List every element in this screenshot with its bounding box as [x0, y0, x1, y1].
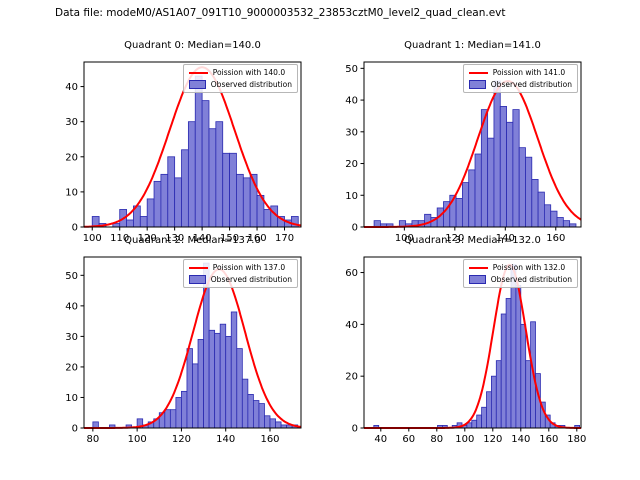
legend-label: Poission with 132.0: [492, 263, 566, 272]
svg-text:20: 20: [65, 362, 78, 373]
legend-entry-bars: Observed distribution: [188, 275, 292, 284]
subplot-title: Quadrant 0: Median=140.0: [124, 40, 261, 51]
plot-svg-3: 40 60 80 100 120 140 160 180 0 20 40 60: [345, 256, 586, 445]
legend-patch-sample: [468, 275, 486, 284]
legend-line-sample: [468, 71, 488, 74]
svg-text:10: 10: [345, 191, 358, 202]
svg-text:160: 160: [248, 233, 267, 244]
svg-text:150: 150: [220, 233, 239, 244]
legend-entry-curve: Poission with 137.0: [188, 263, 292, 272]
svg-text:80: 80: [430, 434, 443, 445]
legend: Poission with 141.0 Observed distributio…: [462, 64, 578, 93]
plot-svg-0: 100 110 120 130 140 150 160 170 0 10 20 30 40: [65, 61, 302, 244]
svg-text:170: 170: [275, 233, 294, 244]
legend-label: Observed distribution: [490, 275, 572, 284]
legend-label: Poission with 141.0: [492, 68, 566, 77]
legend-entry-bars: Observed distribution: [468, 80, 572, 89]
legend: Poission with 137.0 Observed distributio…: [182, 259, 298, 288]
svg-text:20: 20: [65, 152, 78, 163]
svg-text:0: 0: [72, 223, 78, 234]
legend-line-sample: [188, 266, 208, 269]
svg-text:40: 40: [345, 320, 358, 331]
legend-label: Poission with 140.0: [212, 68, 286, 77]
legend-line-sample: [468, 266, 488, 269]
subplot-quadrant-3: Quadrant 3: Median=132.0 40 60 80 100 120 140…: [319, 233, 591, 452]
svg-text:0: 0: [352, 223, 358, 234]
svg-text:80: 80: [86, 434, 99, 445]
legend-entry-bars: Observed distribution: [188, 80, 292, 89]
subplot-quadrant-1: Quadrant 1: Median=141.0 100 120 140 160 0 10…: [319, 38, 591, 251]
svg-text:50: 50: [65, 271, 78, 282]
legend-entry-curve: Poission with 132.0: [468, 263, 572, 272]
svg-text:160: 160: [260, 434, 279, 445]
svg-text:60: 60: [402, 434, 415, 445]
legend-entry-curve: Poission with 140.0: [188, 68, 292, 77]
svg-text:160: 160: [539, 434, 558, 445]
svg-text:120: 120: [445, 233, 464, 244]
legend-patch-sample: [188, 80, 206, 89]
svg-text:40: 40: [65, 82, 78, 93]
svg-text:60: 60: [345, 268, 358, 279]
svg-text:40: 40: [345, 96, 358, 107]
svg-text:120: 120: [483, 434, 502, 445]
svg-text:100: 100: [83, 233, 102, 244]
svg-text:120: 120: [172, 434, 191, 445]
legend: Poission with 140.0 Observed distributio…: [182, 64, 298, 93]
svg-text:10: 10: [65, 187, 78, 198]
svg-text:20: 20: [345, 372, 358, 383]
svg-text:140: 140: [216, 434, 235, 445]
legend-label: Poission with 137.0: [212, 263, 286, 272]
svg-text:100: 100: [395, 233, 414, 244]
plot-svg-1: 100 120 140 160 0 10 20 30 40 50: [345, 61, 582, 244]
subplot-title: Quadrant 3: Median=132.0: [404, 235, 541, 246]
svg-text:30: 30: [345, 127, 358, 138]
subplot-quadrant-2: Quadrant 2: Median=137.0 80 100 120 140 160 0…: [39, 233, 311, 452]
legend-label: Observed distribution: [210, 275, 292, 284]
legend-patch-sample: [188, 275, 206, 284]
svg-text:40: 40: [65, 301, 78, 312]
svg-text:40: 40: [374, 434, 387, 445]
legend-label: Observed distribution: [490, 80, 572, 89]
legend-label: Observed distribution: [210, 80, 292, 89]
svg-text:140: 140: [496, 233, 515, 244]
svg-text:120: 120: [138, 233, 157, 244]
svg-text:10: 10: [65, 393, 78, 404]
svg-text:30: 30: [65, 332, 78, 343]
legend-patch-sample: [468, 80, 486, 89]
svg-text:30: 30: [65, 117, 78, 128]
svg-text:50: 50: [345, 64, 358, 75]
legend-line-sample: [188, 71, 208, 74]
svg-text:130: 130: [165, 233, 184, 244]
svg-text:180: 180: [567, 434, 586, 445]
plot-svg-2: 80 100 120 140 160 0 10 20 30 40 50: [65, 256, 302, 445]
svg-text:100: 100: [128, 434, 147, 445]
svg-text:160: 160: [546, 233, 565, 244]
svg-text:0: 0: [72, 424, 78, 435]
subplot-title: Quadrant 1: Median=141.0: [404, 40, 541, 51]
legend: Poission with 132.0 Observed distributio…: [462, 259, 578, 288]
subplot-quadrant-0: Quadrant 0: Median=140.0 100 110 120 130 140…: [39, 38, 311, 251]
svg-text:110: 110: [110, 233, 129, 244]
svg-text:140: 140: [193, 233, 212, 244]
legend-entry-curve: Poission with 141.0: [468, 68, 572, 77]
svg-text:100: 100: [455, 434, 474, 445]
svg-text:20: 20: [345, 159, 358, 170]
svg-text:0: 0: [352, 424, 358, 435]
subplot-title: Quadrant 2: Median=137.0: [124, 235, 261, 246]
svg-text:140: 140: [511, 434, 530, 445]
legend-entry-bars: Observed distribution: [468, 275, 572, 284]
figure-title: Data file: modeM0/AS1A07_091T10_90000035…: [55, 7, 506, 19]
